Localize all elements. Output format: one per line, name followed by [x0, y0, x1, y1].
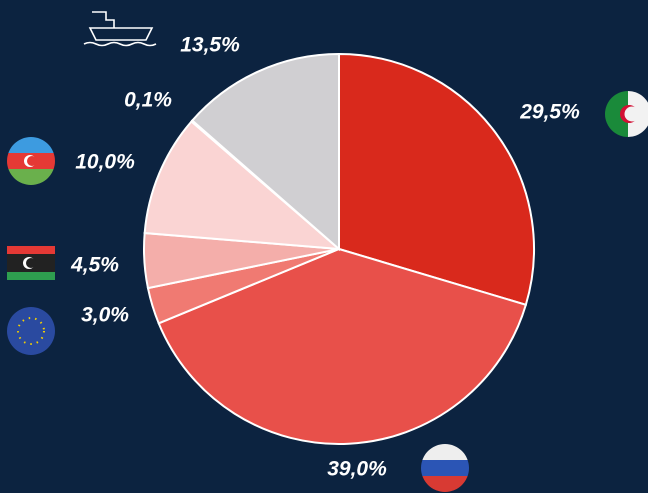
value-label: 4,5%	[70, 254, 119, 277]
eu-flag	[7, 307, 55, 355]
value-label: 29,5%	[519, 101, 580, 124]
libya-flag	[7, 246, 55, 280]
value-label: 10,0%	[75, 151, 135, 174]
value-label: 39,0%	[327, 458, 387, 481]
ship-icon	[83, 11, 157, 47]
slice	[190, 52, 340, 252]
azerbaijan-flag	[7, 137, 55, 185]
value-label: 3,0%	[81, 304, 129, 327]
slice	[143, 120, 342, 251]
slice	[157, 247, 528, 445]
pie	[143, 52, 535, 445]
algeria-flag	[605, 91, 648, 137]
slice	[338, 52, 535, 307]
value-label: 0,1%	[124, 89, 172, 112]
value-label: 13,5%	[180, 34, 240, 57]
russia-flag	[421, 444, 469, 492]
